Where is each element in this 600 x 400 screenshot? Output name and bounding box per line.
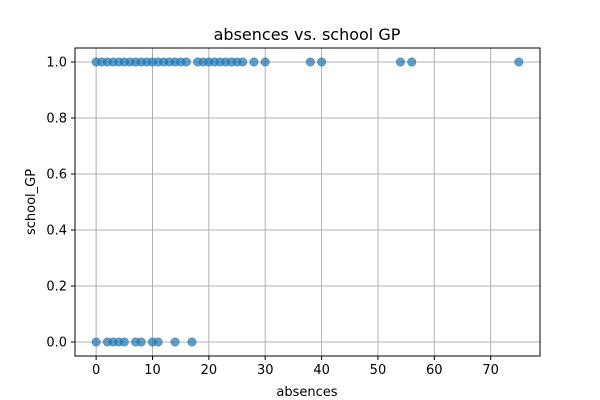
x-tick-label: 40 bbox=[313, 363, 330, 378]
x-axis-label: absences bbox=[276, 385, 337, 400]
scatter-point bbox=[153, 337, 163, 347]
x-tick-label: 60 bbox=[426, 363, 443, 378]
y-axis-label: school_GP bbox=[24, 169, 39, 235]
y-tick-label: 0.8 bbox=[46, 112, 67, 127]
scatter-point bbox=[136, 337, 146, 347]
x-tick-label: 10 bbox=[144, 363, 161, 378]
scatter-point bbox=[305, 57, 315, 67]
scatter-point bbox=[238, 57, 248, 67]
x-tick-label: 0 bbox=[92, 363, 100, 378]
y-tick-label: 0.6 bbox=[46, 168, 67, 183]
x-axis-ticks: 0 10 20 30 40 50 60 70 bbox=[92, 356, 499, 378]
y-axis-ticks: 0.0 0.2 0.4 0.6 0.8 1.0 bbox=[46, 56, 75, 351]
scatter-point bbox=[187, 337, 197, 347]
scatter-point bbox=[317, 57, 327, 67]
scatter-point bbox=[407, 57, 417, 67]
data-points bbox=[91, 57, 524, 347]
scatter-point bbox=[514, 57, 524, 67]
x-tick-label: 20 bbox=[201, 363, 218, 378]
grid-lines bbox=[75, 48, 540, 356]
chart-title: absences vs. school GP bbox=[214, 25, 401, 44]
x-tick-label: 70 bbox=[482, 363, 499, 378]
x-tick-label: 30 bbox=[257, 363, 274, 378]
y-tick-label: 1.0 bbox=[46, 56, 67, 71]
scatter-point bbox=[249, 57, 259, 67]
scatter-point bbox=[170, 337, 180, 347]
scatter-point bbox=[395, 57, 405, 67]
scatter-point bbox=[119, 337, 129, 347]
scatter-point bbox=[181, 57, 191, 67]
x-tick-label: 50 bbox=[370, 363, 387, 378]
scatter-point bbox=[91, 337, 101, 347]
y-tick-label: 0.4 bbox=[46, 224, 67, 239]
y-tick-label: 0.2 bbox=[46, 280, 67, 295]
y-tick-label: 0.0 bbox=[46, 336, 67, 351]
scatter-point bbox=[260, 57, 270, 67]
plot-frame bbox=[74, 47, 541, 357]
